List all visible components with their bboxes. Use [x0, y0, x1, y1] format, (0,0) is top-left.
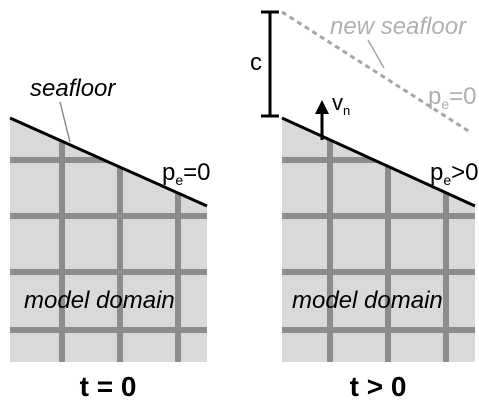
velocity-label: vn: [332, 90, 350, 118]
left-seafloor-line: [9, 116, 208, 208]
right-panel: new seafloor pe=0 c vn pe>0 model domain…: [250, 10, 479, 402]
left-seafloor-label: seafloor: [30, 75, 116, 102]
left-panel: seafloor pe=0 model domain t = 0: [9, 75, 211, 402]
new-seafloor-line: [281, 10, 471, 134]
velocity-arrow: [315, 100, 329, 140]
left-time-label: t = 0: [80, 371, 137, 402]
uplift-bracket: [261, 10, 279, 118]
right-pressure-label: pe>0: [430, 159, 479, 188]
left-seafloor-leader: [59, 101, 71, 143]
c-label: c: [250, 49, 262, 76]
left-domain-label: model domain: [24, 287, 175, 314]
new-seafloor-label: new seafloor: [330, 13, 467, 40]
new-seafloor-leader: [367, 39, 385, 69]
right-seafloor-line: [281, 116, 476, 208]
new-pressure-label: pe=0: [428, 83, 477, 112]
right-time-label: t > 0: [350, 371, 407, 402]
right-domain-label: model domain: [292, 287, 443, 314]
velocity-arrow-head: [315, 100, 329, 114]
left-pressure-label: pe=0: [162, 159, 211, 188]
